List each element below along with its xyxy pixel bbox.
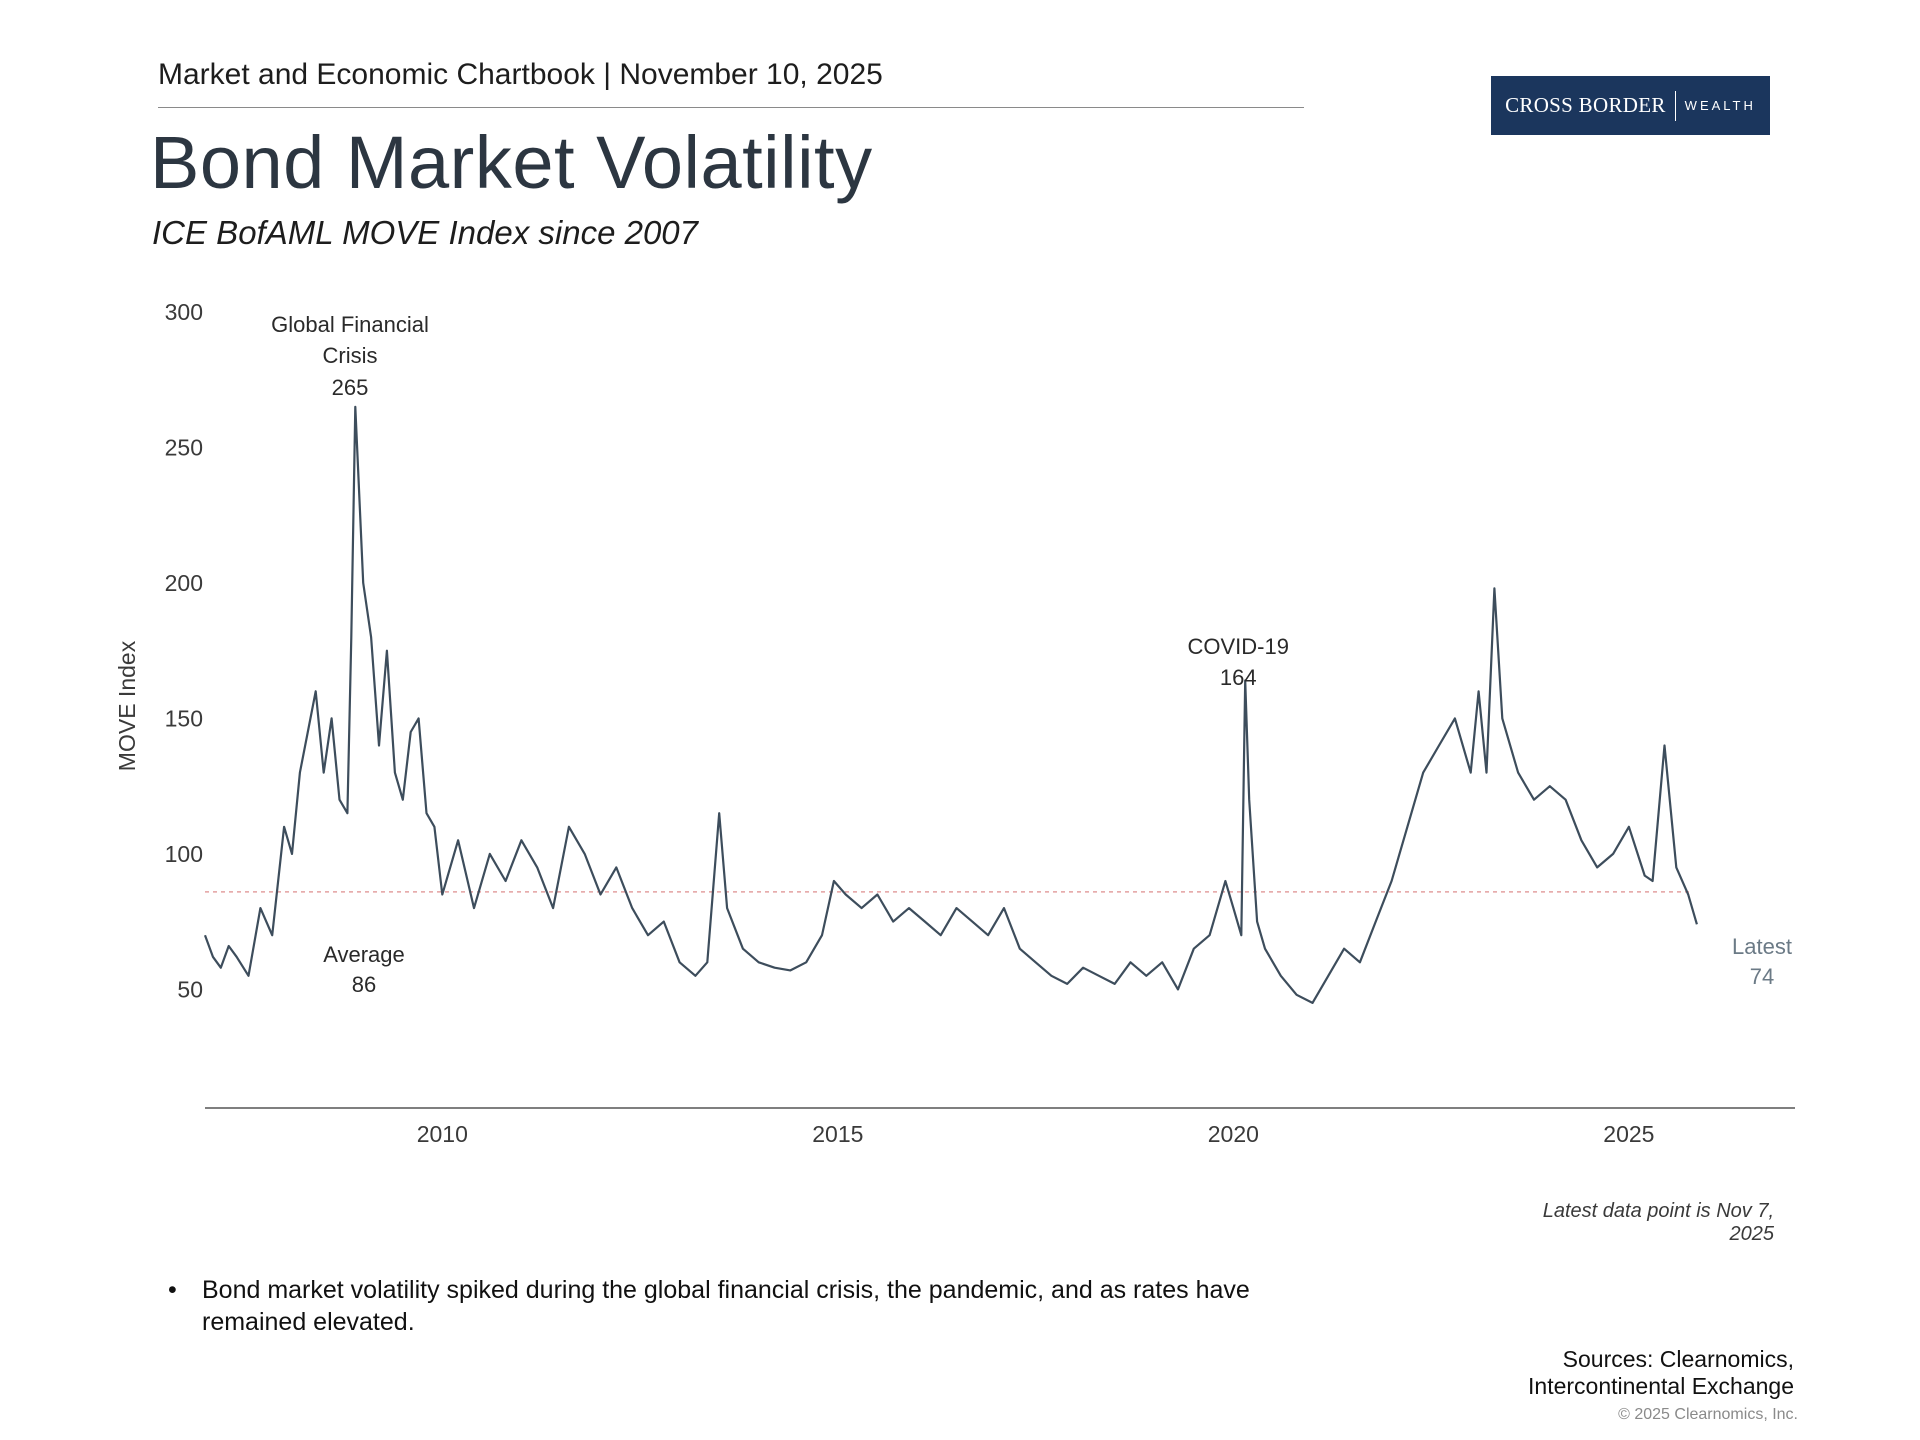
average-value-label: 86 [352, 972, 376, 997]
sources-line2: Intercontinental Exchange [1528, 1373, 1794, 1399]
y-tick-label: 200 [165, 570, 203, 596]
annotation-covid-value: 164 [1220, 665, 1257, 690]
cross-border-wealth-logo: CROSS BORDER WEALTH [1491, 76, 1770, 135]
bullet-marker: • [168, 1276, 177, 1304]
x-axis-ticks: 2010 2015 2020 2025 [417, 1121, 1655, 1147]
x-tick-label: 2010 [417, 1121, 468, 1147]
latest-label: Latest [1732, 934, 1792, 959]
sources-line1: Sources: Clearnomics, [1562, 1346, 1794, 1372]
latest-value-label: 74 [1750, 964, 1774, 989]
move-index-chart: 50 100 150 200 250 300 2010 2015 2020 2025 MOVE … [114, 299, 1795, 1147]
logo-main-text: CROSS BORDER [1505, 93, 1666, 117]
annotation-gfc-line1: Global Financial [271, 312, 429, 337]
annotation-gfc-value: 265 [332, 375, 369, 400]
annotation-covid-line1: COVID-19 [1187, 634, 1288, 659]
annotation-gfc-line2: Crisis [323, 343, 378, 368]
y-tick-label: 100 [165, 841, 203, 867]
series-line-move-index [203, 405, 1698, 1005]
x-tick-label: 2025 [1603, 1121, 1654, 1147]
sources: Sources: Clearnomics, Intercontinental E… [1450, 1346, 1794, 1400]
chartbook-header: Market and Economic Chartbook | November… [158, 58, 883, 91]
bullet-point: • Bond market volatility spiked during t… [168, 1274, 1298, 1338]
page-subtitle: ICE BofAML MOVE Index since 2007 [152, 214, 698, 251]
page-title: Bond Market Volatility [150, 121, 873, 204]
y-tick-label: 300 [165, 299, 203, 325]
y-axis-ticks: 50 100 150 200 250 300 [165, 299, 203, 1002]
bullet-text: Bond market volatility spiked during the… [202, 1276, 1250, 1336]
header-divider [158, 107, 1304, 108]
logo-divider [1674, 90, 1676, 121]
y-axis-label: MOVE Index [114, 640, 140, 771]
x-tick-label: 2015 [812, 1121, 863, 1147]
y-tick-label: 50 [177, 976, 203, 1002]
logo-sub-text: WEALTH [1684, 98, 1756, 113]
x-tick-label: 2020 [1208, 1121, 1259, 1147]
copyright: © 2025 Clearnomics, Inc. [1618, 1406, 1798, 1423]
average-label: Average [323, 942, 405, 967]
y-tick-label: 250 [165, 434, 203, 460]
latest-data-note: Latest data point is Nov 7, 2025 [1542, 1200, 1774, 1245]
y-tick-label: 150 [165, 705, 203, 731]
